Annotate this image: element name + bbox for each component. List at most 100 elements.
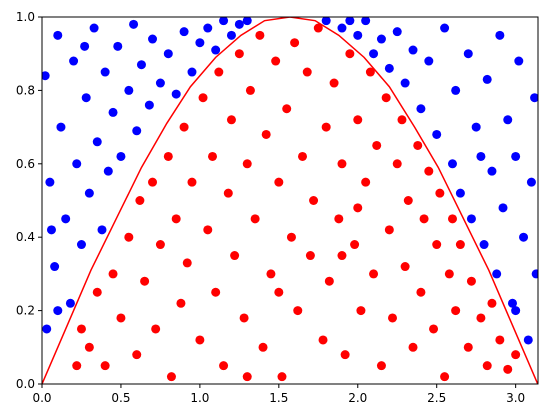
scatter-point	[136, 60, 146, 70]
scatter-point	[108, 107, 118, 117]
scatter-point	[290, 38, 300, 48]
scatter-point	[495, 335, 505, 345]
scatter-point	[293, 306, 303, 316]
scatter-point	[116, 313, 126, 323]
scatter-point	[69, 56, 79, 66]
y-tick-label: 0.6	[16, 157, 35, 171]
scatter-point	[353, 30, 363, 40]
scatter-point	[282, 104, 292, 114]
scatter-point	[56, 122, 66, 132]
scatter-point	[266, 269, 276, 279]
scatter-point	[435, 188, 445, 198]
scatter-point	[124, 85, 134, 95]
scatter-point	[203, 225, 213, 235]
scatter-point	[424, 166, 434, 176]
scatter-point	[277, 372, 287, 382]
scatter-point	[424, 56, 434, 66]
scatter-point	[166, 372, 176, 382]
scatter-point	[511, 306, 521, 316]
scatter-point	[195, 38, 205, 48]
scatter-point	[135, 196, 145, 205]
scatter-point	[340, 350, 350, 360]
scatter-point	[530, 93, 538, 103]
scatter-point	[298, 151, 308, 161]
scatter-point	[337, 23, 347, 33]
scatter-point	[482, 361, 492, 371]
scatter-point	[155, 78, 165, 88]
y-tick-label: 0.0	[16, 377, 35, 391]
scatter-point	[76, 240, 86, 250]
scatter-point	[440, 23, 450, 33]
scatter-point	[400, 262, 410, 272]
scatter-point	[151, 324, 161, 334]
scatter-point	[97, 225, 107, 235]
scatter-point	[132, 126, 142, 136]
scatter-point	[463, 49, 473, 59]
scatter-point	[334, 214, 344, 224]
scatter-point	[239, 313, 249, 323]
scatter-point	[353, 203, 363, 213]
scatter-point	[381, 93, 391, 103]
scatter-point	[471, 122, 481, 132]
scatter-point	[413, 140, 423, 150]
scatter-point	[337, 159, 347, 169]
scatter-point	[392, 159, 402, 169]
scatter-point	[163, 151, 173, 161]
scatter-point	[274, 287, 284, 297]
scatter-point	[219, 17, 229, 26]
x-tick-label: 2.0	[348, 391, 367, 405]
scatter-point	[416, 287, 426, 297]
scatter-point	[482, 74, 492, 84]
scatter-point	[274, 177, 284, 187]
scatter-point	[72, 159, 82, 169]
axes-frame	[41, 16, 539, 385]
scatter-point	[242, 159, 252, 169]
scatter-point	[242, 372, 252, 382]
scatter-point	[163, 49, 173, 59]
scatter-point	[492, 269, 502, 279]
scatter-point	[144, 100, 154, 110]
scatter-point	[211, 287, 221, 297]
y-tick-label: 0.4	[16, 230, 35, 244]
scatter-point	[255, 30, 265, 40]
scatter-point	[451, 85, 461, 95]
scatter-point	[42, 71, 50, 81]
scatter-point	[440, 372, 450, 382]
y-tick-label: 0.8	[16, 83, 35, 97]
scatter-point	[179, 122, 189, 132]
scatter-point	[476, 313, 486, 323]
scatter-point	[345, 49, 355, 59]
scatter-point	[495, 30, 505, 40]
scatter-point	[376, 34, 386, 44]
scatter-point	[514, 56, 524, 66]
x-tick-label: 1.0	[190, 391, 209, 405]
scatter-point	[466, 276, 476, 286]
scatter-point	[400, 78, 410, 88]
x-tick-label: 3.0	[506, 391, 525, 405]
scatter-point	[503, 364, 513, 374]
scatter-point	[313, 23, 323, 33]
scatter-point	[234, 19, 244, 29]
scatter-point	[261, 129, 271, 139]
scatter-point	[72, 361, 82, 371]
scatter-point	[444, 269, 454, 279]
scatter-point	[211, 45, 221, 55]
scatter-point	[203, 23, 213, 33]
scatter-point	[523, 335, 533, 345]
scatter-point	[356, 306, 366, 316]
scatter-point	[219, 361, 229, 371]
scatter-point	[318, 335, 328, 345]
scatter-point	[148, 34, 158, 44]
scatter-point	[226, 30, 236, 40]
scatter-point	[195, 335, 205, 345]
scatter-point	[187, 67, 197, 77]
scatter-point	[321, 122, 331, 132]
scatter-point	[65, 298, 75, 308]
scatter-point	[100, 67, 110, 77]
scatter-point	[369, 269, 379, 279]
scatter-point	[476, 151, 486, 161]
scatter-point	[369, 49, 379, 59]
scatter-point	[345, 17, 355, 26]
scatter-point	[321, 17, 331, 26]
scatter-point	[305, 251, 315, 261]
